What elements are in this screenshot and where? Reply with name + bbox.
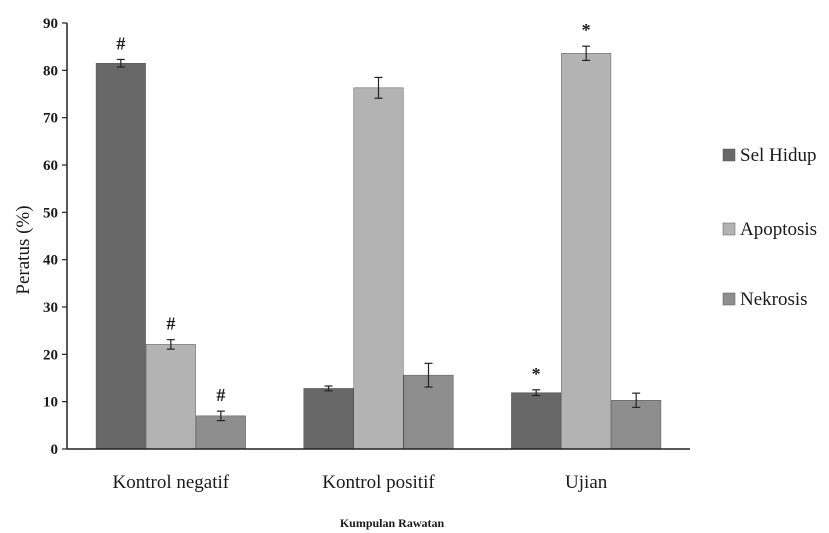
bar	[145, 344, 196, 450]
bar	[95, 62, 146, 450]
bar	[303, 388, 354, 450]
bar	[353, 87, 404, 450]
x-category-label: Kontrol positif	[322, 472, 435, 493]
legend-swatch	[722, 148, 736, 162]
legend-label: Sel Hidup	[740, 145, 817, 166]
x-axis-categories: Kontrol negatif Kontrol positif Ujian	[113, 472, 608, 493]
y-tick-label: 80	[43, 63, 58, 79]
bars: # # # * *	[95, 20, 662, 450]
y-tick-label: 10	[43, 395, 58, 411]
axes	[66, 23, 690, 450]
significance-mark: #	[216, 385, 225, 405]
significance-mark: *	[582, 20, 591, 40]
y-axis-label: Peratus (%)	[13, 205, 34, 294]
y-tick-label: 40	[43, 253, 58, 269]
legend: Sel Hidup Apoptosis Nekrosis	[722, 145, 817, 310]
significance-mark: *	[532, 364, 541, 384]
legend-swatch	[722, 292, 736, 306]
y-axis-ticks: 0 10 20 30 40 50 60 70 80 90	[43, 16, 67, 458]
legend-swatch	[722, 222, 736, 236]
y-tick-label: 20	[43, 347, 58, 363]
legend-label: Nekrosis	[740, 289, 808, 310]
significance-mark: #	[116, 33, 125, 53]
significance-mark: #	[166, 314, 175, 334]
y-tick-label: 50	[43, 205, 58, 221]
y-tick-label: 90	[43, 16, 58, 32]
x-category-label: Kontrol negatif	[113, 472, 230, 493]
bar	[511, 392, 562, 450]
y-tick-label: 60	[43, 158, 58, 174]
x-axis-label: Kumpulan Rawatan	[340, 516, 445, 530]
y-tick-label: 30	[43, 300, 58, 316]
legend-label: Apoptosis	[740, 219, 817, 240]
x-category-label: Ujian	[565, 472, 608, 493]
y-tick-label: 70	[43, 111, 58, 127]
y-tick-label: 0	[51, 442, 59, 458]
bar	[561, 53, 612, 450]
